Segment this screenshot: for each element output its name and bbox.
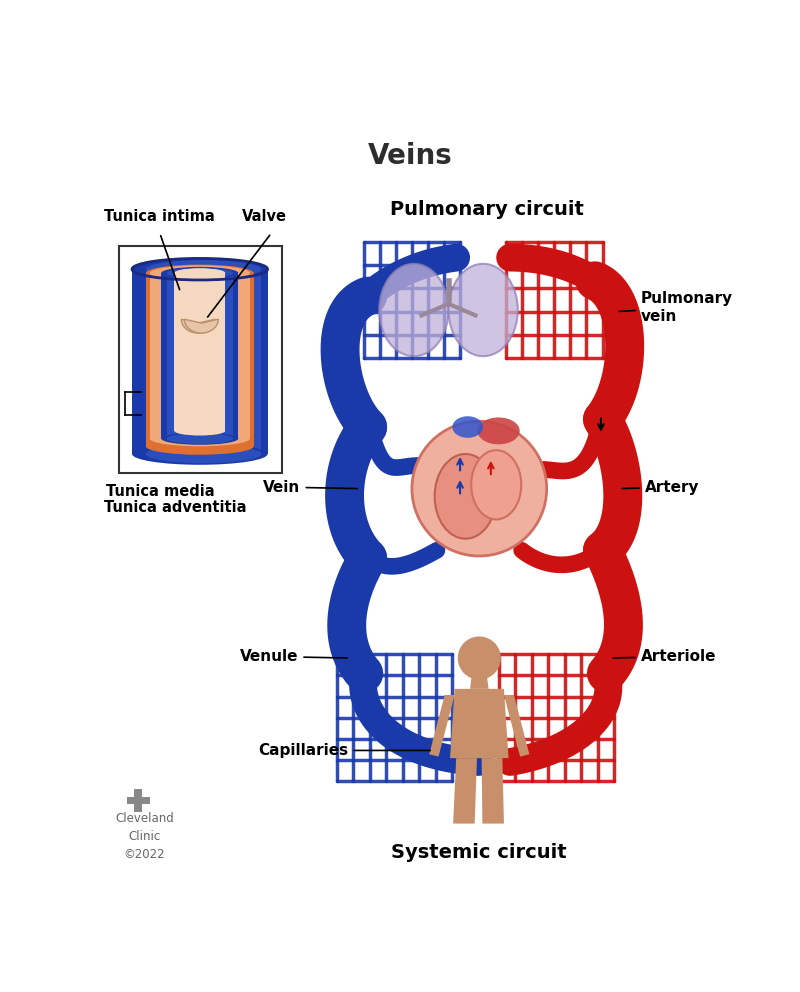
Ellipse shape — [478, 418, 520, 444]
Polygon shape — [174, 273, 226, 431]
Polygon shape — [166, 273, 233, 438]
Ellipse shape — [174, 269, 226, 278]
Polygon shape — [504, 695, 530, 757]
Ellipse shape — [379, 264, 449, 356]
Polygon shape — [450, 688, 509, 758]
Polygon shape — [150, 273, 250, 438]
Ellipse shape — [132, 443, 267, 465]
Ellipse shape — [471, 450, 522, 520]
Polygon shape — [182, 319, 215, 333]
Polygon shape — [430, 695, 454, 757]
Ellipse shape — [132, 258, 267, 280]
Ellipse shape — [166, 268, 233, 279]
Ellipse shape — [146, 265, 254, 282]
Polygon shape — [132, 269, 267, 454]
Bar — [126, 797, 150, 805]
Ellipse shape — [146, 444, 262, 463]
Ellipse shape — [434, 454, 496, 539]
Text: Valve: Valve — [242, 208, 287, 223]
Text: Pulmonary circuit: Pulmonary circuit — [390, 200, 584, 219]
FancyBboxPatch shape — [119, 246, 282, 473]
Text: Tunica media: Tunica media — [106, 484, 214, 499]
Ellipse shape — [146, 437, 254, 454]
Text: Pulmonary
vein: Pulmonary vein — [619, 292, 733, 324]
Ellipse shape — [146, 260, 262, 279]
Ellipse shape — [174, 427, 226, 435]
Polygon shape — [146, 269, 262, 454]
Text: Veins: Veins — [368, 142, 452, 171]
Polygon shape — [470, 677, 489, 688]
Ellipse shape — [166, 434, 233, 444]
Ellipse shape — [449, 264, 518, 356]
Text: Arteriole: Arteriole — [613, 649, 717, 664]
Ellipse shape — [150, 431, 250, 446]
Text: Capillaries: Capillaries — [258, 743, 430, 758]
Polygon shape — [184, 319, 218, 333]
Ellipse shape — [162, 267, 238, 279]
Ellipse shape — [162, 433, 238, 444]
Text: Systemic circuit: Systemic circuit — [391, 843, 567, 862]
Polygon shape — [162, 273, 238, 438]
Text: Venule: Venule — [240, 649, 347, 664]
Text: Tunica adventitia: Tunica adventitia — [103, 500, 246, 515]
Ellipse shape — [150, 265, 250, 281]
Circle shape — [458, 637, 501, 680]
Text: Vein: Vein — [263, 479, 357, 495]
Bar — [134, 789, 142, 812]
Text: Tunica intima: Tunica intima — [103, 208, 214, 223]
Polygon shape — [453, 758, 477, 823]
Ellipse shape — [452, 417, 483, 437]
Polygon shape — [482, 758, 504, 823]
Ellipse shape — [412, 422, 546, 556]
Polygon shape — [146, 273, 254, 446]
Text: Cleveland
Clinic
©2022: Cleveland Clinic ©2022 — [115, 812, 174, 861]
Text: Artery: Artery — [622, 479, 699, 495]
Ellipse shape — [174, 269, 226, 278]
